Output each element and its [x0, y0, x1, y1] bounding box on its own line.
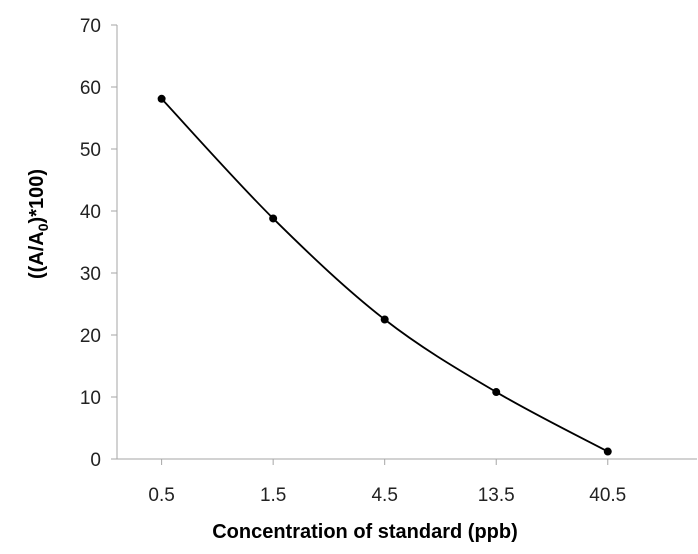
y-axis-title-prefix: ((A/A	[26, 231, 48, 279]
x-ticks: 0.5 1.5 4.5 13.5 40.5	[148, 459, 626, 506]
y-axis-title: ((A/A0)*100)	[26, 169, 51, 279]
y-tick-label: 30	[80, 264, 101, 285]
y-tick-label: 60	[80, 78, 101, 99]
y-axis-title-subscript: 0	[35, 223, 51, 231]
data-point	[269, 214, 278, 223]
y-ticks: 0 10 20 30 40 50 60 70	[80, 16, 117, 471]
data-point	[380, 315, 389, 324]
x-tick-label: 1.5	[260, 485, 286, 506]
series-line	[160, 98, 609, 453]
y-tick-label: 0	[90, 450, 101, 471]
series	[157, 94, 612, 456]
axes	[116, 25, 697, 460]
y-tick-label: 40	[80, 202, 101, 223]
x-axis-title: Concentration of standard (ppb)	[212, 521, 518, 543]
y-tick-label: 70	[80, 16, 101, 37]
data-point	[603, 447, 612, 456]
y-tick-label: 50	[80, 140, 101, 161]
data-point	[492, 388, 501, 397]
x-tick-label: 0.5	[148, 485, 174, 506]
y-axis-title-suffix: )*100)	[26, 169, 48, 223]
data-point	[157, 94, 166, 103]
x-tick-label: 13.5	[478, 485, 515, 506]
y-tick-label: 20	[80, 326, 101, 347]
x-tick-label: 4.5	[371, 485, 397, 506]
x-tick-label: 40.5	[589, 485, 626, 506]
y-tick-label: 10	[80, 388, 101, 409]
